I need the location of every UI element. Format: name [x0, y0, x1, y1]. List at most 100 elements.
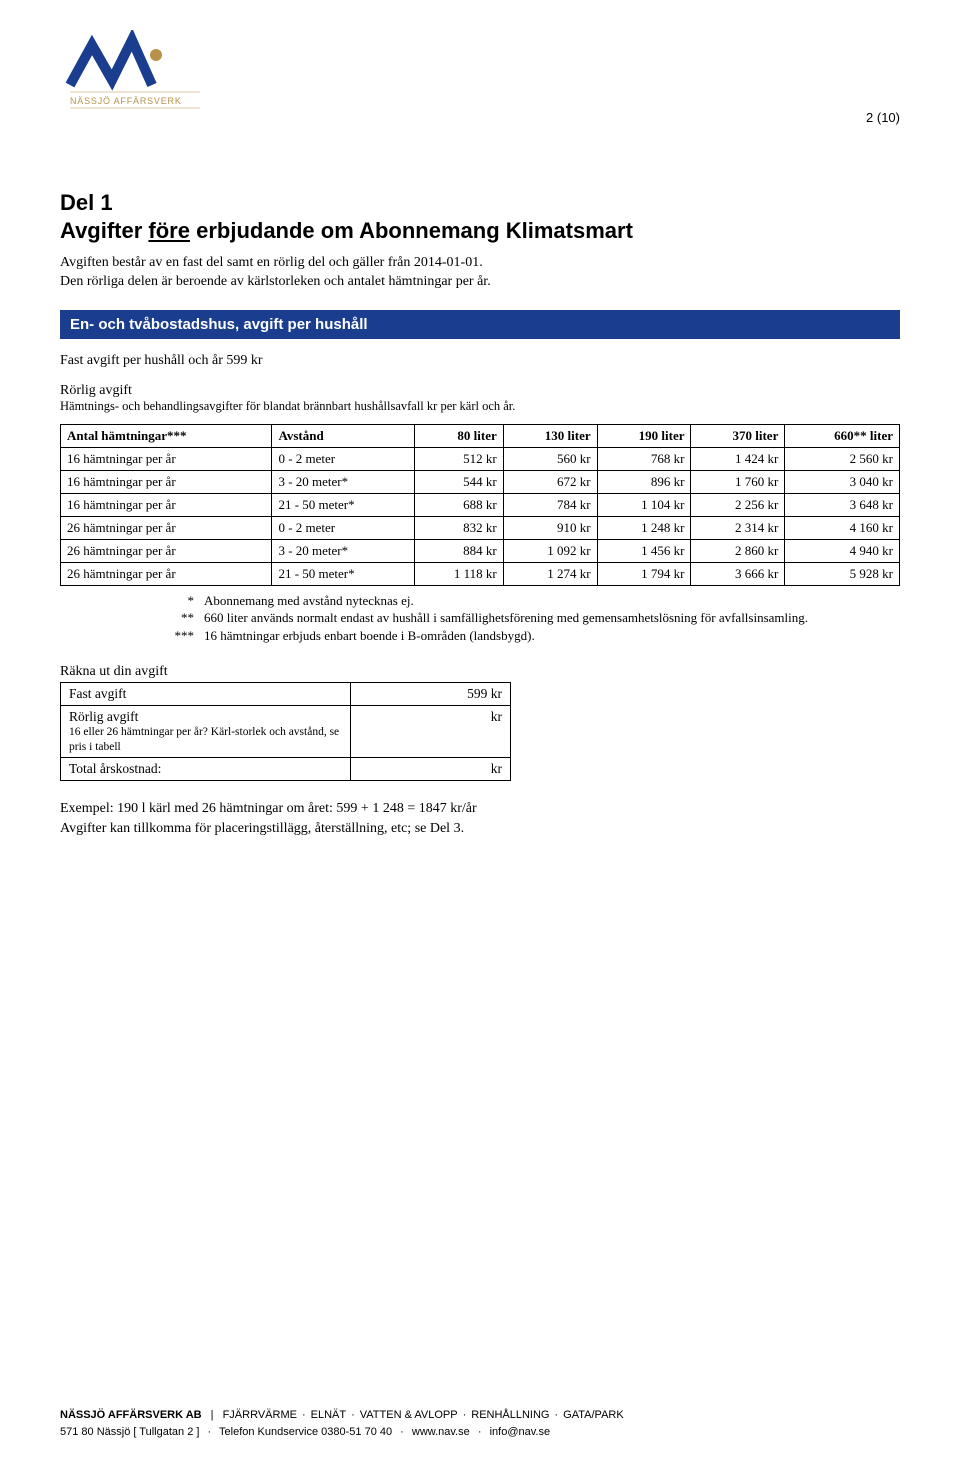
table-cell: 2 860 kr [691, 539, 785, 562]
table-cell: 3 - 20 meter* [272, 539, 414, 562]
company-logo: NÄSSJÖ AFFÄRSVERK [60, 30, 210, 120]
page-footer: NÄSSJÖ AFFÄRSVERK AB | FJÄRRVÄRME·ELNÄT·… [60, 1407, 900, 1442]
calc-label: Total årskostnad: [61, 758, 351, 781]
fixed-fee-line: Fast avgift per hushåll och år 599 kr [60, 353, 900, 369]
footer-service: RENHÅLLNING [471, 1409, 549, 1421]
fees-column-header: 370 liter [691, 424, 785, 447]
fees-column-header: Avstånd [272, 424, 414, 447]
table-cell: 0 - 2 meter [272, 516, 414, 539]
table-cell: 26 hämtningar per år [61, 516, 272, 539]
table-cell: 16 hämtningar per år [61, 470, 272, 493]
section-number: Del 1 [60, 190, 900, 216]
footer-service: VATTEN & AVLOPP [360, 1409, 458, 1421]
footnote-text: 660 liter används normalt endast av hush… [204, 609, 900, 627]
table-cell: 1 274 kr [503, 562, 597, 585]
title-underline: före [148, 218, 190, 243]
variable-subtext: Hämtnings- och behandlingsavgifter för b… [60, 399, 900, 414]
table-cell: 1 118 kr [414, 562, 503, 585]
fees-column-header: 130 liter [503, 424, 597, 447]
category-heading: En- och tvåbostadshus, avgift per hushål… [60, 310, 900, 339]
footer-email: info@nav.se [490, 1426, 551, 1438]
table-cell: 1 424 kr [691, 447, 785, 470]
table-row: 26 hämtningar per år3 - 20 meter*884 kr1… [61, 539, 900, 562]
table-row: 16 hämtningar per år21 - 50 meter*688 kr… [61, 493, 900, 516]
footer-service: ELNÄT [311, 1409, 346, 1421]
table-row: 16 hämtningar per år0 - 2 meter512 kr560… [61, 447, 900, 470]
table-cell: 1 456 kr [597, 539, 691, 562]
fees-table: Antal hämtningar***Avstånd80 liter130 li… [60, 424, 900, 586]
table-cell: 21 - 50 meter* [272, 493, 414, 516]
calculator-heading: Räkna ut din avgift [60, 664, 900, 680]
table-cell: 2 256 kr [691, 493, 785, 516]
footer-phone: Telefon Kundservice 0380-51 70 40 [219, 1426, 392, 1438]
table-row: 26 hämtningar per år21 - 50 meter*1 118 … [61, 562, 900, 585]
table-cell: 4 940 kr [785, 539, 900, 562]
table-cell: 1 092 kr [503, 539, 597, 562]
fees-column-header: 660** liter [785, 424, 900, 447]
table-cell: 1 760 kr [691, 470, 785, 493]
table-cell: 0 - 2 meter [272, 447, 414, 470]
table-cell: 768 kr [597, 447, 691, 470]
table-footnotes: *Abonnemang med avstånd nytecknas ej.**6… [170, 592, 900, 645]
table-cell: 5 928 kr [785, 562, 900, 585]
calc-row: Rörlig avgift16 eller 26 hämtningar per … [61, 706, 511, 758]
footer-service: FJÄRRVÄRME [223, 1409, 297, 1421]
table-cell: 26 hämtningar per år [61, 539, 272, 562]
table-cell: 832 kr [414, 516, 503, 539]
footnote-row: *Abonnemang med avstånd nytecknas ej. [170, 592, 900, 610]
calc-row: Fast avgift599 kr [61, 683, 511, 706]
logo-text: NÄSSJÖ AFFÄRSVERK [70, 96, 182, 106]
footer-address: 571 80 Nässjö [ Tullgatan 2 ] [60, 1426, 199, 1438]
footnote-row: **660 liter används normalt endast av hu… [170, 609, 900, 627]
footnote-mark: *** [170, 627, 204, 645]
table-cell: 672 kr [503, 470, 597, 493]
calc-value: kr [351, 758, 511, 781]
example-text: Exempel: 190 l kärl med 26 hämtningar om… [60, 799, 900, 838]
footnote-mark: ** [170, 609, 204, 627]
footnote-text: 16 hämtningar erbjuds enbart boende i B-… [204, 627, 900, 645]
table-cell: 896 kr [597, 470, 691, 493]
footnote-row: ***16 hämtningar erbjuds enbart boende i… [170, 627, 900, 645]
table-cell: 1 794 kr [597, 562, 691, 585]
footnote-mark: * [170, 592, 204, 610]
table-cell: 4 160 kr [785, 516, 900, 539]
table-cell: 16 hämtningar per år [61, 493, 272, 516]
calculator-table: Fast avgift599 krRörlig avgift16 eller 2… [60, 682, 511, 781]
calc-value: 599 kr [351, 683, 511, 706]
fees-column-header: 190 liter [597, 424, 691, 447]
table-cell: 1 104 kr [597, 493, 691, 516]
table-cell: 544 kr [414, 470, 503, 493]
intro-text: Avgiften består av en fast del samt en r… [60, 254, 900, 292]
table-cell: 3 040 kr [785, 470, 900, 493]
table-cell: 688 kr [414, 493, 503, 516]
title-pre: Avgifter [60, 218, 148, 243]
calc-label: Rörlig avgift16 eller 26 hämtningar per … [61, 706, 351, 758]
table-cell: 910 kr [503, 516, 597, 539]
table-row: 26 hämtningar per år0 - 2 meter832 kr910… [61, 516, 900, 539]
table-cell: 26 hämtningar per år [61, 562, 272, 585]
calc-label: Fast avgift [61, 683, 351, 706]
calc-row: Total årskostnad:kr [61, 758, 511, 781]
table-cell: 784 kr [503, 493, 597, 516]
table-cell: 884 kr [414, 539, 503, 562]
table-row: 16 hämtningar per år3 - 20 meter*544 kr6… [61, 470, 900, 493]
footer-service: GATA/PARK [563, 1409, 624, 1421]
table-cell: 2 560 kr [785, 447, 900, 470]
footnote-text: Abonnemang med avstånd nytecknas ej. [204, 592, 900, 610]
title-post: erbjudande om Abonnemang Klimatsmart [190, 218, 633, 243]
table-cell: 512 kr [414, 447, 503, 470]
table-cell: 560 kr [503, 447, 597, 470]
footer-company: NÄSSJÖ AFFÄRSVERK AB [60, 1409, 202, 1421]
table-cell: 16 hämtningar per år [61, 447, 272, 470]
table-cell: 3 666 kr [691, 562, 785, 585]
footer-web: www.nav.se [412, 1426, 470, 1438]
table-cell: 1 248 kr [597, 516, 691, 539]
variable-heading: Rörlig avgift [60, 383, 900, 399]
fees-column-header: Antal hämtningar*** [61, 424, 272, 447]
table-cell: 2 314 kr [691, 516, 785, 539]
calc-value: kr [351, 706, 511, 758]
table-cell: 3 648 kr [785, 493, 900, 516]
table-cell: 3 - 20 meter* [272, 470, 414, 493]
page-title: Avgifter före erbjudande om Abonnemang K… [60, 218, 900, 244]
table-cell: 21 - 50 meter* [272, 562, 414, 585]
